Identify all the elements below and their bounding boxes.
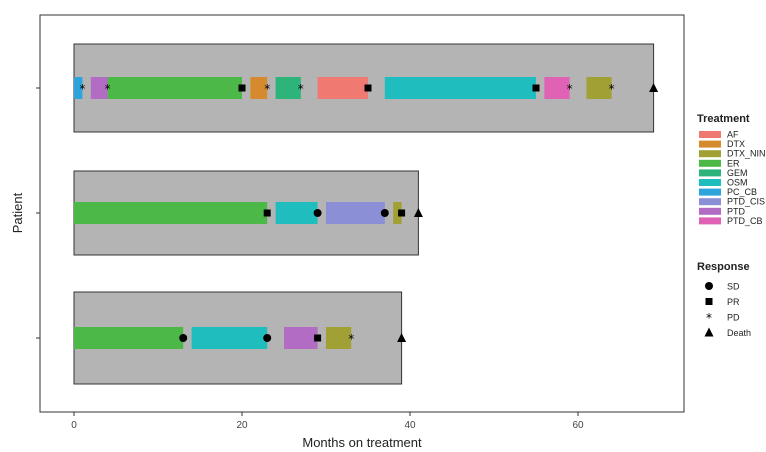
treatment-segment-osm <box>384 77 536 99</box>
treatment-segment-er <box>107 77 242 99</box>
x-tick-label: 0 <box>71 420 77 431</box>
legend-marker: * <box>706 311 712 325</box>
legend-item-osm: OSM <box>699 178 748 188</box>
legend-treatment-title: Treatment <box>697 113 750 125</box>
response-marker-sd <box>313 209 322 217</box>
treatment-segment-ptd-cb <box>544 77 570 99</box>
response-marker-pd: * <box>567 82 573 96</box>
response-marker-pd: * <box>609 82 615 96</box>
x-tick-label: 20 <box>236 420 248 431</box>
legend-item-pr: PR <box>705 297 740 307</box>
treatment-segment-ptd <box>90 77 108 99</box>
x-axis-title: Months on treatment <box>302 435 422 450</box>
legend-label: DTX <box>727 139 745 149</box>
legend-item-ptd-cis: PTD_CIS <box>699 197 765 207</box>
legend-item-ptd: PTD <box>699 206 746 216</box>
treatment-segment-ptd-cis <box>326 202 385 224</box>
legend-item-er: ER <box>699 158 740 168</box>
treatment-segment-ptd <box>284 327 318 349</box>
response-marker-pr <box>238 84 246 92</box>
legend-response-title: Response <box>697 261 750 273</box>
response-marker-sd <box>380 209 389 217</box>
legend-swatch <box>699 159 721 167</box>
response-marker-pd: * <box>79 82 85 96</box>
legend-item-gem: GEM <box>699 168 748 178</box>
legend-swatch <box>699 188 721 196</box>
x-axis: 0 20 40 60 <box>71 412 584 431</box>
response-marker-pd: * <box>348 332 354 346</box>
legend-label: Death <box>727 328 751 338</box>
legend-swatch <box>699 179 721 186</box>
patient-row <box>73 170 423 256</box>
legend-item-af: AF <box>699 130 739 140</box>
legend-item-pc-cb: PC_CB <box>699 187 757 197</box>
legend-label: PTD <box>727 206 746 216</box>
response-marker-pr <box>314 334 322 342</box>
treatment-segment-osm <box>191 327 268 349</box>
legend-item-pd: * PD <box>706 311 740 325</box>
legend-label: PTD_CB <box>727 216 763 226</box>
legend-marker <box>704 327 714 337</box>
patient-row: * * * * * * <box>73 43 659 133</box>
response-marker-sd <box>263 334 272 342</box>
response-marker-death <box>413 208 423 217</box>
treatment-segment-pc-cb <box>74 77 83 99</box>
response-marker-pr <box>398 209 406 217</box>
treatment-segment-dtx-nin <box>326 327 352 349</box>
x-tick-label: 40 <box>404 420 416 431</box>
treatment-segment-dtx <box>250 77 268 99</box>
treatment-segment-af <box>317 77 368 99</box>
legend-item-ptd-cb: PTD_CB <box>699 216 763 226</box>
legend-swatch <box>699 150 721 158</box>
legend-swatch <box>699 131 721 138</box>
legend-label: OSM <box>727 178 748 188</box>
treatment-segment-er <box>74 202 268 224</box>
response-marker-pr <box>263 209 271 217</box>
response-marker-pr <box>364 84 372 92</box>
legend-item-dtx: DTX <box>699 139 745 149</box>
legend-label: DTX_NIN <box>727 149 766 159</box>
treatment-segment-dtx-nin <box>393 202 402 224</box>
legend-swatch <box>699 169 721 177</box>
legend-label: PC_CB <box>727 187 757 197</box>
legend-swatch <box>699 217 721 225</box>
response-marker-death <box>397 333 407 342</box>
treatment-segment-dtx-nin <box>586 77 612 99</box>
response-marker-pr <box>532 84 540 92</box>
response-marker-pd: * <box>105 82 111 96</box>
legend-swatch <box>699 140 721 148</box>
legend-label: PTD_CIS <box>727 197 765 207</box>
patients-layer: * * * * * * * <box>73 43 659 385</box>
legend-label: PD <box>727 313 740 323</box>
treatment-segment-er <box>74 327 184 349</box>
legend-label: AF <box>727 130 739 140</box>
x-tick-label: 60 <box>572 420 584 431</box>
treatment-segment-gem <box>275 77 301 99</box>
y-axis-title: Patient <box>10 192 25 233</box>
treatment-segment-osm <box>275 202 318 224</box>
legend-swatch <box>699 198 721 206</box>
legend: Treatment Response AFDTXDTX_NINERGEMOSMP… <box>697 113 766 338</box>
legend-label: SD <box>727 282 740 292</box>
legend-label: ER <box>727 158 740 168</box>
legend-marker <box>705 298 713 305</box>
legend-label: GEM <box>727 168 748 178</box>
response-marker-pd: * <box>264 82 270 96</box>
legend-item-sd: SD <box>705 282 740 292</box>
legend-item-death: Death <box>704 327 751 338</box>
legend-swatch <box>699 207 721 215</box>
patient-row: * <box>73 291 407 385</box>
legend-item-dtx-nin: DTX_NIN <box>699 149 766 159</box>
response-marker-sd <box>179 334 188 342</box>
y-axis <box>36 87 40 339</box>
legend-marker <box>705 282 713 290</box>
response-marker-pd: * <box>298 82 304 96</box>
legend-label: PR <box>727 297 740 307</box>
response-marker-death <box>649 83 659 92</box>
